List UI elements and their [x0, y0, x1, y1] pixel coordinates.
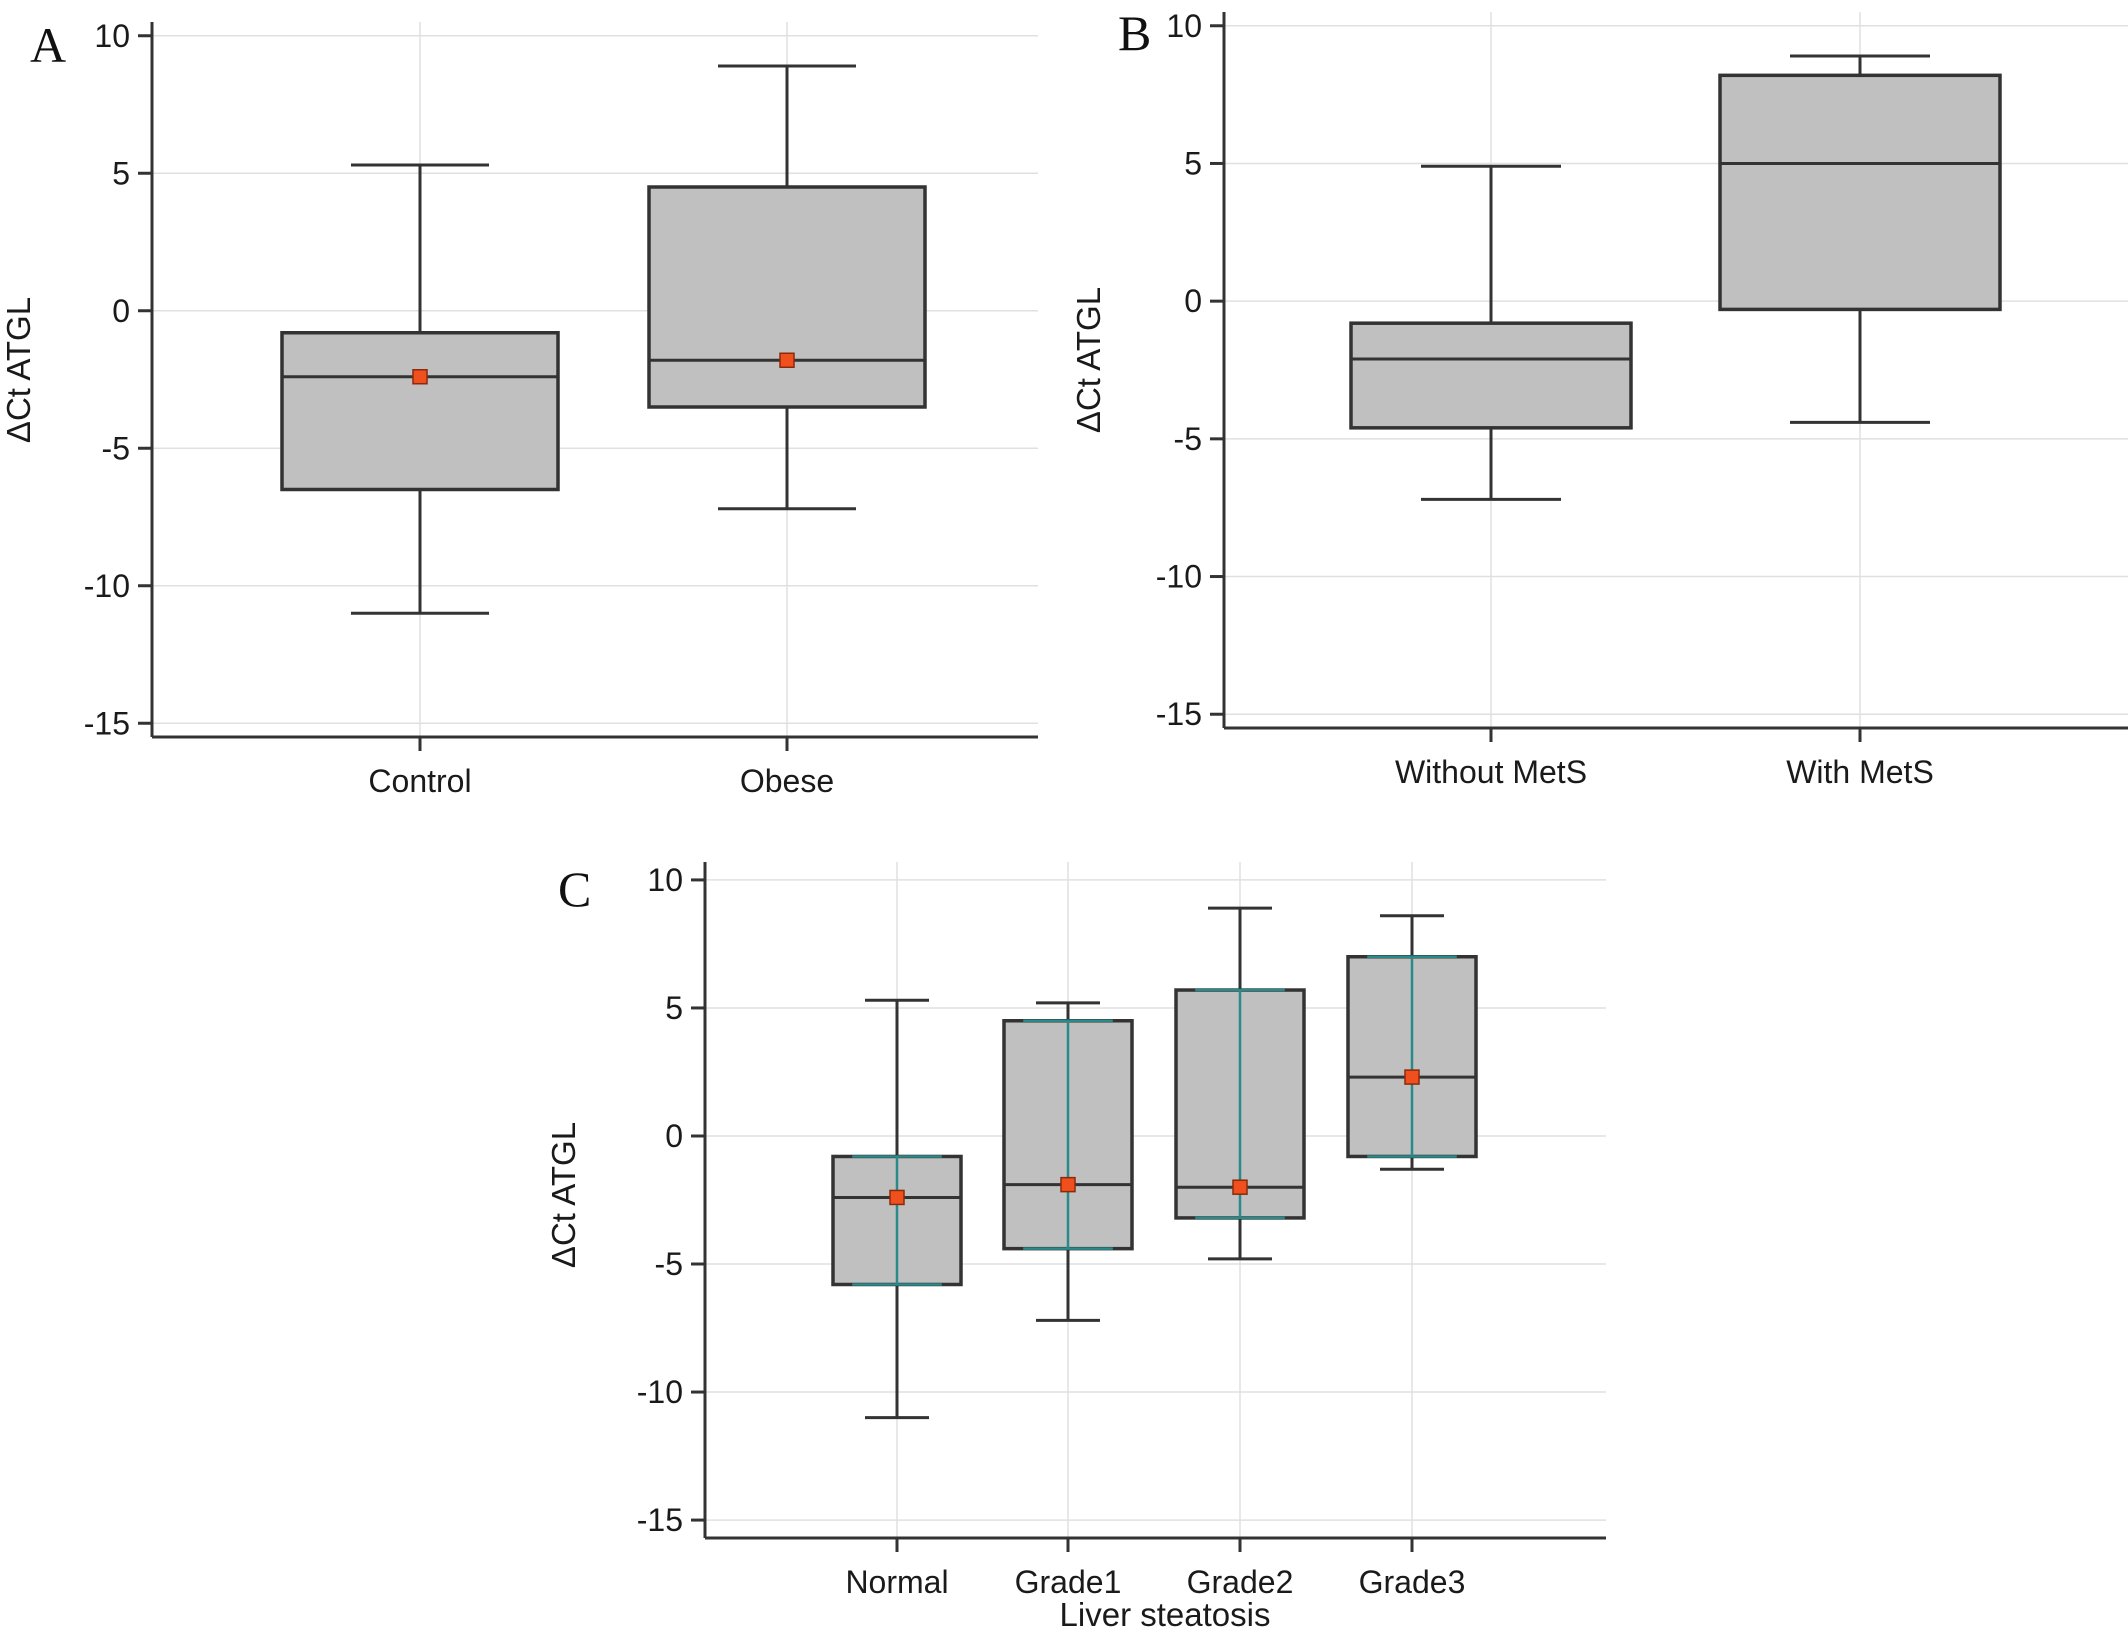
- x-tick-label: Grade1: [1015, 1564, 1122, 1600]
- panel-label: B: [1118, 5, 1151, 61]
- box-iqr: [280, 331, 560, 492]
- y-tick-label: 10: [1166, 8, 1202, 44]
- x-tick-label: Obese: [740, 763, 834, 799]
- y-tick-label: -10: [1156, 559, 1202, 595]
- x-axis-title: Liver steatosis: [1060, 1596, 1271, 1633]
- y-axis-title: ΔCt ATGL: [0, 297, 37, 443]
- x-tick-label: Normal: [845, 1564, 948, 1600]
- y-axis-title: ΔCt ATGL: [1070, 287, 1107, 433]
- mean-marker: [1404, 1069, 1420, 1085]
- y-tick-label: 0: [665, 1118, 683, 1154]
- y-tick-label: -15: [84, 705, 130, 741]
- y-tick-label: -5: [655, 1246, 683, 1282]
- mean-marker: [412, 369, 428, 385]
- mean-marker: [889, 1189, 905, 1206]
- y-tick-label: 0: [1184, 283, 1202, 319]
- panel-c: 10 5 0 -5 -10 -15 Normal Grade1 Grade2 Grade3 C ΔCt…: [545, 861, 1606, 1633]
- box-with-mets: [1718, 54, 2002, 424]
- x-tick-label: Control: [368, 763, 471, 799]
- y-tick-label: -10: [637, 1374, 683, 1410]
- box-grade2: [1174, 906, 1306, 1261]
- y-tick-label: 10: [647, 862, 683, 898]
- y-tick-label: -15: [1156, 696, 1202, 732]
- y-tick-label: 5: [112, 155, 130, 191]
- box-iqr: [1349, 321, 1633, 430]
- y-tick-label: 10: [94, 18, 130, 54]
- mean-marker: [779, 352, 795, 368]
- box-obese: [647, 64, 927, 511]
- x-tick-label: Grade3: [1359, 1564, 1466, 1600]
- panel-b: 10 5 0 -5 -10 -15 Without MetS With MetS B ΔCt AT…: [1070, 5, 2128, 790]
- x-tick-label: With MetS: [1786, 754, 1934, 790]
- mean-marker: [1232, 1179, 1248, 1195]
- mean-marker: [1060, 1176, 1076, 1193]
- box-without-mets: [1349, 164, 1633, 501]
- y-tick-label: 5: [1184, 145, 1202, 181]
- box-normal: [831, 998, 963, 1420]
- y-tick-label: -10: [84, 568, 130, 604]
- y-tick-label: -5: [102, 430, 130, 466]
- box-iqr: [1718, 73, 2002, 312]
- x-tick-label: Without MetS: [1395, 754, 1587, 790]
- panel-label: A: [30, 17, 66, 73]
- y-tick-label: -5: [1174, 421, 1202, 457]
- y-tick-label: -15: [637, 1502, 683, 1538]
- box-grade1: [1002, 1001, 1134, 1322]
- panel-a: 10 5 0 -5 -10 -15 Control Obese A ΔCt ATGL: [0, 17, 1038, 799]
- y-axis-title: ΔCt ATGL: [545, 1122, 582, 1268]
- box-grade3: [1346, 914, 1478, 1171]
- panel-label: C: [558, 861, 591, 917]
- box-control: [280, 163, 560, 615]
- box-iqr: [647, 185, 927, 409]
- y-tick-label: 0: [112, 293, 130, 329]
- y-tick-label: 5: [665, 990, 683, 1026]
- x-tick-label: Grade2: [1187, 1564, 1294, 1600]
